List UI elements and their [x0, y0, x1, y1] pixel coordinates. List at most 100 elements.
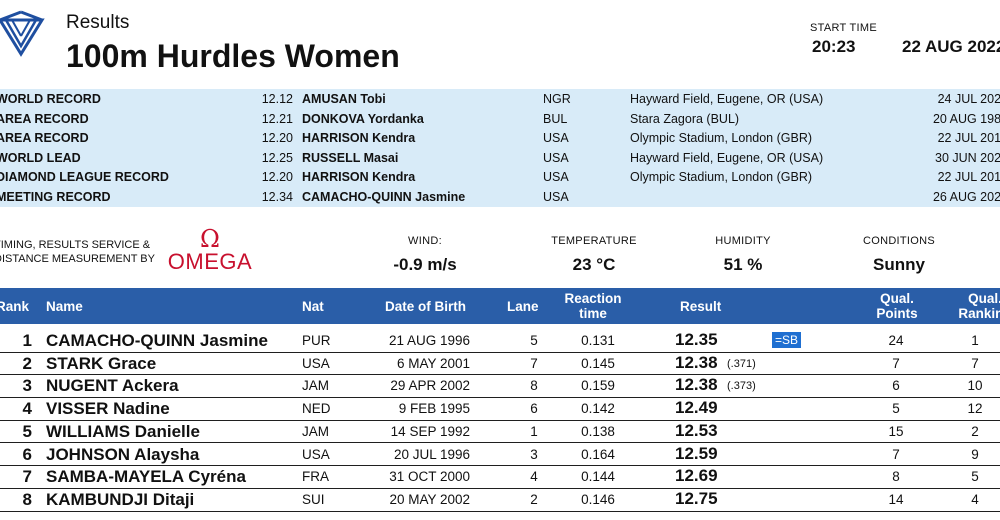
athlete-name: NUGENT Ackera	[46, 376, 179, 396]
nat-cell: USA	[302, 355, 330, 371]
col-qual-ranking: Qual. Ranking	[955, 291, 1000, 321]
record-category: MEETING RECORD	[0, 190, 111, 204]
conditions-block: CONDITIONS Sunny	[829, 235, 969, 275]
wind-value: -0.9 m/s	[393, 255, 457, 274]
record-holder: HARRISON Kendra	[302, 131, 416, 146]
qual-points-cell: 15	[888, 423, 904, 439]
record-category: DIAMOND LEAGUE RECORD	[0, 170, 169, 185]
humidity-block: HUMIDITY 51 %	[673, 235, 813, 275]
record-value: 12.34	[261, 190, 293, 204]
table-row: 1 CAMACHO-QUINN Jasmine PUR 21 AUG 1996 5 0.1…	[0, 329, 1000, 353]
nat-cell: FRA	[302, 469, 329, 485]
rank-cell: 7	[22, 467, 32, 487]
col-qual-ranking-line2: Ranking	[958, 306, 1000, 321]
humidity-label: HUMIDITY	[715, 235, 771, 247]
record-date: 26 AUG 2021	[932, 190, 1000, 204]
dob-cell: 21 AUG 1996	[388, 333, 470, 348]
dob-cell: 29 APR 2002	[390, 378, 470, 394]
record-holder: RUSSELL Masai	[302, 150, 399, 165]
col-reaction-line1: Reaction	[564, 291, 622, 306]
record-venue: Hayward Field, Eugene, OR (USA)	[630, 92, 824, 106]
result-cell: 12.53	[675, 420, 718, 440]
record-row: WORLD LEAD 12.25 RUSSELL Masai USA Hayward F…	[0, 148, 1000, 168]
athlete-name: CAMACHO-QUINN Jasmine	[46, 331, 268, 350]
dob-cell: 9 FEB 1995	[398, 401, 470, 417]
record-row: MEETING RECORD 12.34 CAMACHO-QUINN Jasmine…	[0, 187, 1000, 207]
reaction-time-cell: 0.138	[581, 423, 615, 439]
omega-logo: Ω OMEGA	[158, 227, 262, 274]
record-row: AREA RECORD 12.20 HARRISON Kendra USA Olympi…	[0, 128, 1000, 148]
records-panel: WORLD RECORD 12.12 AMUSAN Tobi NGR Hayward F…	[0, 89, 1000, 207]
col-result: Result	[680, 299, 722, 314]
wind-label: WIND:	[408, 235, 442, 247]
table-row: 3 NUGENT Ackera JAM 29 APR 2002 8 0.159 12.38 6…	[0, 374, 1000, 399]
qual-ranking-cell: 1	[971, 333, 979, 348]
qual-ranking-cell: 2	[971, 423, 979, 439]
record-value: 12.20	[261, 131, 293, 146]
record-date: 30 JUN 2022	[935, 150, 1000, 165]
start-time: 20:23	[812, 37, 856, 56]
qual-points-cell: 7	[892, 355, 900, 371]
record-venue: Hayward Field, Eugene, OR (USA)	[630, 150, 824, 165]
event-title: 100m Hurdles Women	[66, 38, 400, 74]
rank-cell: 5	[22, 421, 32, 441]
nat-cell: JAM	[302, 423, 329, 439]
nat-cell: JAM	[302, 378, 329, 394]
rank-cell: 3	[22, 376, 32, 396]
table-row: 5 WILLIAMS Danielle JAM 14 SEP 1992 1 0.138 12…	[0, 420, 1000, 444]
start-time-label: START TIME	[810, 22, 877, 34]
rank-cell: 6	[22, 444, 32, 464]
timing-line-1: TIMING, RESULTS SERVICE &	[0, 239, 151, 251]
dob-cell: 6 MAY 2001	[396, 355, 470, 371]
result-cell: 12.49	[675, 398, 718, 418]
athlete-name: SAMBA-MAYELA Cyréna	[46, 467, 246, 487]
record-value: 12.12	[261, 92, 293, 106]
reaction-time-cell: 0.131	[581, 333, 615, 348]
section-label: Results	[66, 12, 130, 33]
record-holder: AMUSAN Tobi	[302, 92, 386, 106]
lane-cell: 4	[530, 469, 538, 485]
record-row: WORLD RECORD 12.12 AMUSAN Tobi NGR Hayward F…	[0, 89, 1000, 109]
col-reaction: Reaction time	[561, 291, 625, 321]
dob-cell: 31 OCT 2000	[389, 469, 470, 485]
athlete-name: STARK Grace	[46, 353, 157, 373]
result-cell: 12.38	[675, 352, 718, 372]
reaction-time-cell: 0.159	[581, 378, 615, 394]
temperature-label: TEMPERATURE	[551, 235, 637, 247]
timing-credit: TIMING, RESULTS SERVICE & DISTANCE MEASU…	[0, 238, 155, 266]
qual-ranking-cell: 4	[971, 491, 979, 507]
col-qual-points: Qual. Points	[873, 291, 921, 321]
record-date: 22 JUL 2016	[937, 170, 1000, 185]
table-row: 8 KAMBUNDJI Ditaji SUI 20 MAY 2002 2 0.146 12.…	[0, 488, 1000, 512]
record-nat: BUL	[543, 111, 568, 126]
record-date: 24 JUL 2022	[937, 92, 1000, 106]
athlete-name: KAMBUNDJI Ditaji	[46, 489, 195, 509]
rank-cell: 1	[22, 331, 32, 350]
conditions-label: CONDITIONS	[862, 235, 936, 247]
col-reaction-line2: time	[579, 306, 607, 321]
conditions-value: Sunny	[873, 255, 925, 274]
record-category: AREA RECORD	[0, 131, 89, 146]
result-cell: 12.59	[675, 443, 718, 463]
result-cell: 12.69	[675, 466, 718, 486]
record-holder: CAMACHO-QUINN Jasmine	[302, 190, 466, 204]
col-dob: Date of Birth	[385, 299, 466, 314]
season-best-badge: =SB	[772, 332, 802, 348]
record-value: 12.25	[261, 150, 293, 165]
result-cell: 12.75	[675, 488, 718, 508]
event-date: 22 AUG 2022	[902, 37, 1000, 56]
athlete-name: WILLIAMS Danielle	[46, 421, 200, 441]
lane-cell: 8	[530, 378, 538, 394]
table-row: 6 JOHNSON Alaysha USA 20 JUL 1996 3 0.164 12.5…	[0, 443, 1000, 467]
nat-cell: NED	[302, 401, 331, 417]
qual-points-cell: 5	[892, 401, 900, 417]
record-venue: Olympic Stadium, London (GBR)	[630, 131, 813, 146]
lane-cell: 5	[530, 333, 538, 348]
col-qual-points-line2: Points	[876, 306, 918, 321]
lane-cell: 2	[530, 491, 538, 507]
qual-points-cell: 6	[892, 378, 900, 394]
qual-points-cell: 8	[892, 469, 900, 485]
lane-cell: 3	[530, 446, 538, 462]
record-nat: USA	[543, 190, 569, 204]
qual-points-cell: 7	[892, 446, 900, 462]
